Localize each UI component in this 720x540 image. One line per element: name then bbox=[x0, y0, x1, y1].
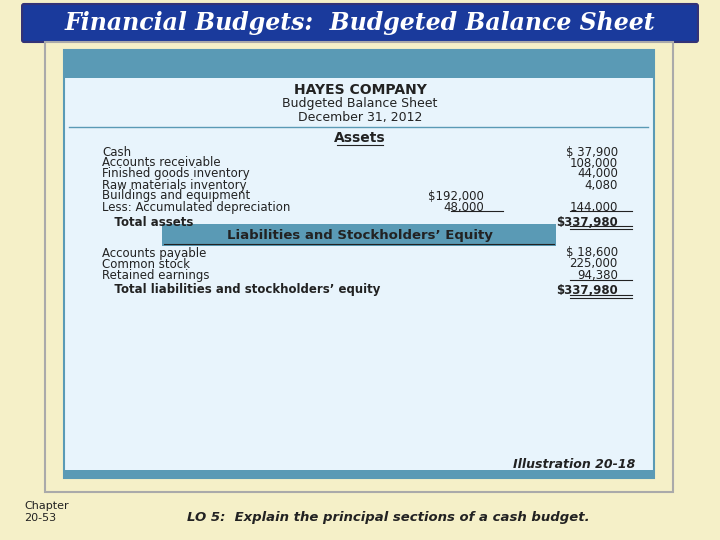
Text: $337,980: $337,980 bbox=[556, 284, 618, 296]
Text: December 31, 2012: December 31, 2012 bbox=[298, 111, 422, 124]
Text: 94,380: 94,380 bbox=[577, 268, 618, 281]
Text: Assets: Assets bbox=[334, 131, 386, 145]
Text: Retained earnings: Retained earnings bbox=[102, 268, 210, 281]
Text: 4,080: 4,080 bbox=[585, 179, 618, 192]
FancyBboxPatch shape bbox=[22, 4, 698, 42]
Text: $ 18,600: $ 18,600 bbox=[566, 246, 618, 260]
Text: 48,000: 48,000 bbox=[444, 200, 484, 213]
FancyBboxPatch shape bbox=[45, 42, 673, 492]
FancyBboxPatch shape bbox=[163, 224, 556, 246]
FancyBboxPatch shape bbox=[64, 470, 654, 478]
Text: Cash: Cash bbox=[102, 145, 131, 159]
Text: 225,000: 225,000 bbox=[570, 258, 618, 271]
Text: Total liabilities and stockholders’ equity: Total liabilities and stockholders’ equi… bbox=[102, 284, 381, 296]
FancyBboxPatch shape bbox=[64, 50, 654, 78]
Text: 44,000: 44,000 bbox=[577, 167, 618, 180]
Text: Less: Accumulated depreciation: Less: Accumulated depreciation bbox=[102, 200, 291, 213]
Text: LO 5:  Explain the principal sections of a cash budget.: LO 5: Explain the principal sections of … bbox=[187, 511, 590, 524]
Text: $ 37,900: $ 37,900 bbox=[566, 145, 618, 159]
Text: $192,000: $192,000 bbox=[428, 190, 484, 202]
FancyBboxPatch shape bbox=[64, 50, 654, 478]
Text: HAYES COMPANY: HAYES COMPANY bbox=[294, 83, 426, 97]
Text: Illustration 20-18: Illustration 20-18 bbox=[513, 457, 635, 470]
Text: Financial Budgets:  Budgeted Balance Sheet: Financial Budgets: Budgeted Balance Shee… bbox=[65, 11, 655, 35]
Text: Finished goods inventory: Finished goods inventory bbox=[102, 167, 250, 180]
Text: Accounts payable: Accounts payable bbox=[102, 246, 207, 260]
Text: Budgeted Balance Sheet: Budgeted Balance Sheet bbox=[282, 98, 438, 111]
Text: Buildings and equipment: Buildings and equipment bbox=[102, 190, 251, 202]
Text: Raw materials inventory: Raw materials inventory bbox=[102, 179, 247, 192]
Text: Chapter
20-53: Chapter 20-53 bbox=[24, 501, 68, 523]
Text: 144,000: 144,000 bbox=[570, 200, 618, 213]
Text: 108,000: 108,000 bbox=[570, 157, 618, 170]
Text: Common stock: Common stock bbox=[102, 258, 190, 271]
Text: Liabilities and Stockholders’ Equity: Liabilities and Stockholders’ Equity bbox=[227, 228, 493, 241]
Text: Total assets: Total assets bbox=[102, 215, 194, 228]
Text: Accounts receivable: Accounts receivable bbox=[102, 157, 221, 170]
Text: $337,980: $337,980 bbox=[556, 215, 618, 228]
